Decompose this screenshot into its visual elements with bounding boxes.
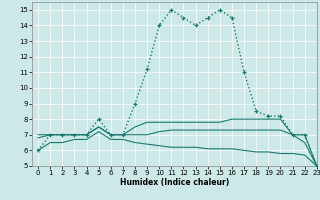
X-axis label: Humidex (Indice chaleur): Humidex (Indice chaleur) (120, 178, 229, 187)
